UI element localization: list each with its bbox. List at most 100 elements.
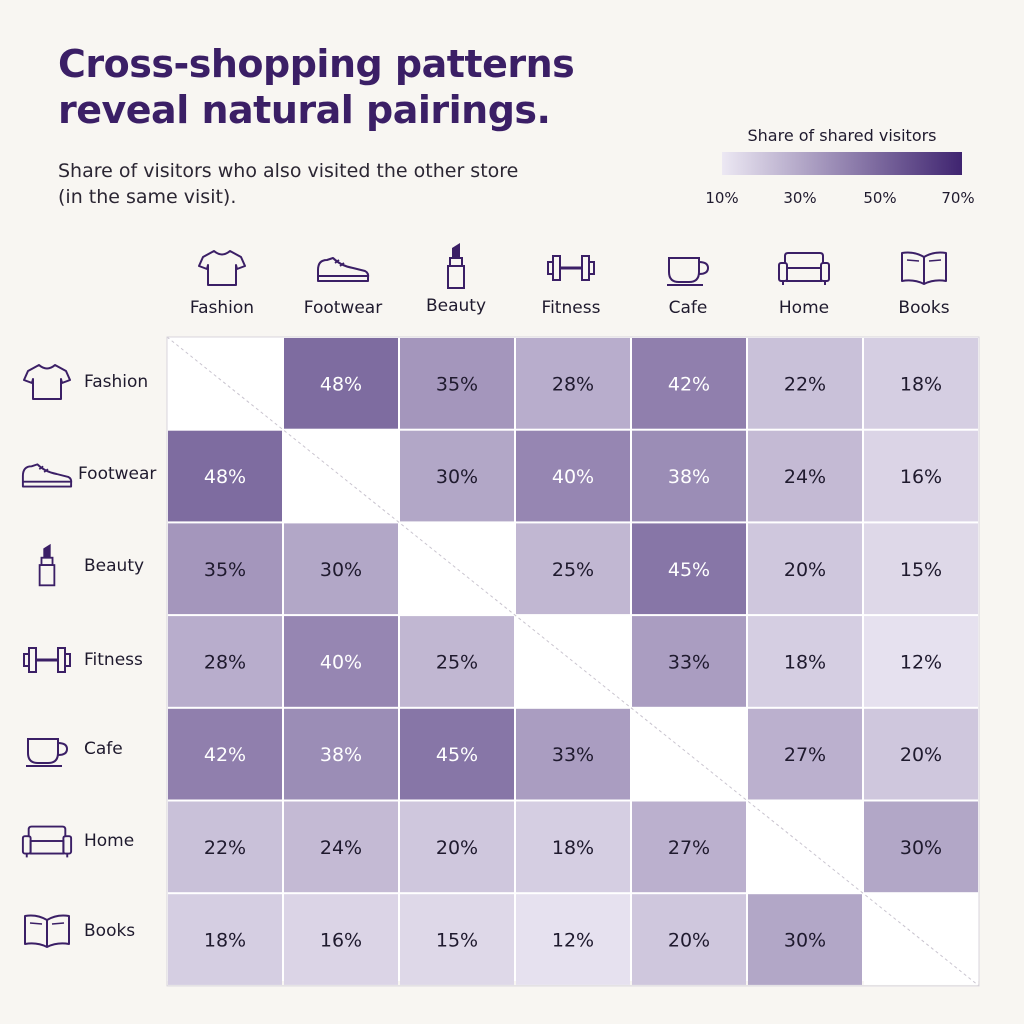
heatmap-cell (400, 894, 514, 985)
heatmap-cell-label: 20% (668, 930, 710, 952)
heatmap-cell (864, 708, 978, 800)
heatmap-cell (632, 616, 746, 707)
heatmap-cell (284, 801, 398, 893)
heatmap-cell (748, 430, 862, 522)
heatmap-cell-label: 45% (436, 744, 478, 766)
column-label: Fashion (189, 298, 255, 318)
heatmap-cell (168, 523, 282, 615)
sofa-icon (778, 252, 830, 285)
heatmap-cell-label: 42% (668, 373, 710, 395)
row-header-cafe: Cafe (20, 729, 170, 769)
heatmap-cell-label: 18% (204, 930, 246, 952)
heatmap-cell-label: 38% (668, 466, 710, 488)
dumbbell-icon (23, 647, 71, 673)
heatmap-cell-label: 15% (900, 559, 942, 581)
heatmap-cell-label: 20% (436, 837, 478, 859)
legend-tick: 50% (863, 189, 897, 207)
heatmap-cell-label: 27% (668, 837, 710, 859)
heatmap-diagonal-cell (400, 523, 514, 615)
heatmap-cell (516, 894, 630, 985)
column-label: Home (778, 298, 830, 318)
column-label: Fitness (541, 298, 601, 318)
heatmap-cell (864, 338, 978, 429)
heatmap-cell-label: 38% (320, 744, 362, 766)
heatmap-cell (400, 801, 514, 893)
legend-tick: 70% (941, 189, 975, 207)
dumbbell-icon (547, 255, 595, 281)
heatmap-cell (400, 616, 514, 707)
diagonal-line (166, 336, 980, 987)
heatmap-cell-label: 20% (784, 559, 826, 581)
heatmap-cell (284, 338, 398, 429)
heatmap-cell-label: 30% (320, 559, 362, 581)
heatmap-cell (168, 801, 282, 893)
heatmap-cell-label: 35% (204, 559, 246, 581)
column-header-cafe: Cafe (630, 248, 746, 318)
column-label: Books (898, 298, 950, 318)
heatmap-cell (864, 616, 978, 707)
heatmap-cell (400, 708, 514, 800)
heatmap-cell (284, 616, 398, 707)
legend-tick: 30% (783, 189, 817, 207)
heatmap-cell-label: 33% (668, 651, 710, 673)
open-book-icon (24, 914, 70, 948)
row-header-fashion: Fashion (20, 362, 170, 402)
row-header-books: Books (20, 911, 170, 951)
heatmap-cell (632, 338, 746, 429)
heatmap-cell-label: 27% (784, 744, 826, 766)
row-header-beauty: Beauty (20, 543, 170, 587)
heatmap-cell-label: 22% (784, 373, 826, 395)
heatmap-cell-label: 18% (552, 837, 594, 859)
chart-title: Cross-shopping patterns reveal natural p… (58, 42, 575, 132)
column-header-fitness: Fitness (513, 248, 629, 318)
tshirt-icon (198, 250, 246, 286)
heatmap-cell (748, 338, 862, 429)
row-label: Footwear (78, 464, 157, 484)
column-label: Beauty (425, 296, 487, 316)
row-label: Fitness (84, 650, 143, 670)
chart-subtitle: Share of visitors who also visited the o… (58, 160, 519, 209)
open-book-icon (901, 251, 947, 285)
heatmap-cell-label: 25% (436, 651, 478, 673)
heatmap-cell (168, 616, 282, 707)
heatmap-cell (632, 430, 746, 522)
row-header-home: Home (20, 821, 170, 861)
heatmap-cell (516, 430, 630, 522)
heatmap-cell (748, 894, 862, 985)
heatmap-cell (632, 523, 746, 615)
heatmap-cell-label: 12% (552, 930, 594, 952)
heatmap-cell (284, 708, 398, 800)
row-label: Cafe (84, 739, 123, 759)
heatmap-cell-label: 24% (320, 837, 362, 859)
lipstick-icon (38, 543, 56, 587)
row-header-fitness: Fitness (20, 640, 170, 680)
row-label: Books (84, 921, 136, 941)
lipstick-icon (447, 243, 465, 289)
heatmap-diagonal-cell (516, 616, 630, 707)
heatmap-cell-label: 16% (320, 930, 362, 952)
column-header-fashion: Fashion (164, 248, 280, 318)
heatmap-cell-label: 16% (900, 466, 942, 488)
heatmap-cell-label: 12% (900, 651, 942, 673)
heatmap-cell-label: 33% (552, 744, 594, 766)
sneaker-icon (317, 257, 370, 282)
legend-title: Share of shared visitors (747, 126, 937, 145)
heatmap-cell (400, 430, 514, 522)
heatmap-cell-label: 15% (436, 930, 478, 952)
heatmap-cell (516, 338, 630, 429)
row-label: Home (84, 831, 135, 851)
column-header-footwear: Footwear (285, 248, 401, 318)
heatmap-cell-label: 28% (204, 651, 246, 673)
heatmap-cell (632, 801, 746, 893)
heatmap-cell-label: 20% (900, 744, 942, 766)
heatmap-cell-label: 18% (900, 373, 942, 395)
heatmap-cell-label: 30% (900, 837, 942, 859)
column-label: Cafe (668, 298, 708, 318)
heatmap-cell (748, 708, 862, 800)
legend-tick: 10% (705, 189, 739, 207)
heatmap-border (166, 336, 980, 987)
heatmap-cell-label: 22% (204, 837, 246, 859)
coffee-cup-icon (26, 738, 69, 767)
heatmap-cell-label: 35% (436, 373, 478, 395)
heatmap-cell-label: 30% (784, 930, 826, 952)
